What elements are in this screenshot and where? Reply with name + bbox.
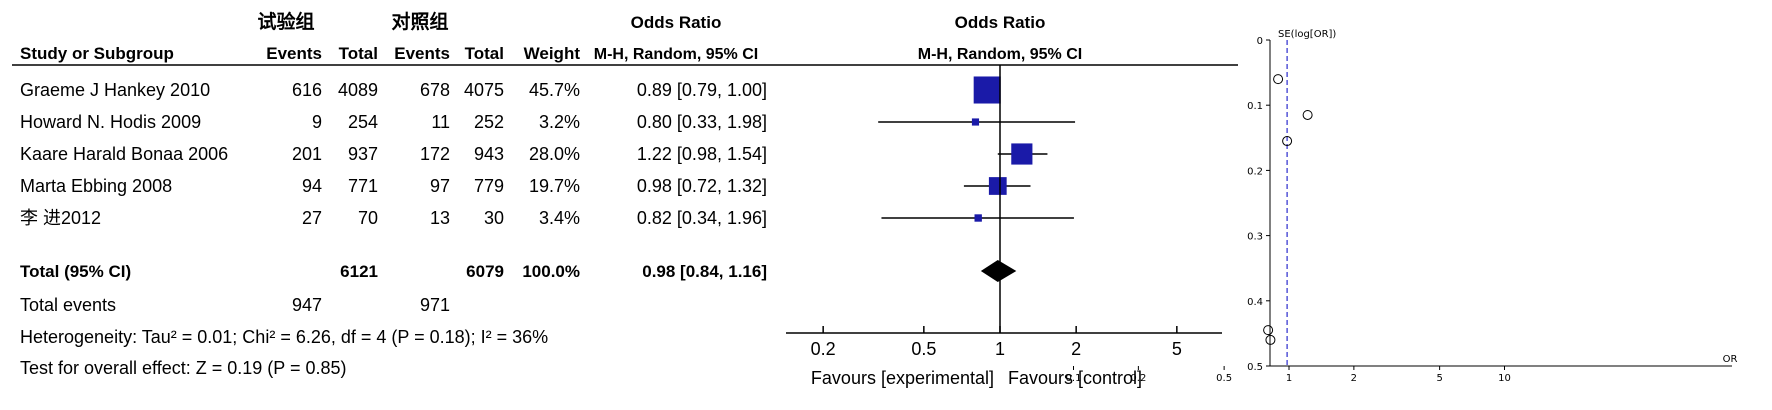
study-rows: Graeme J Hankey 2010 616 4089 678 4075 45.7% 0…	[20, 80, 767, 228]
total-events-label: Total events	[20, 295, 116, 315]
funnel-y-ticks: 0 0.1 0.2 0.3 0.4 0.5	[1247, 36, 1270, 373]
funnel-xlabel: OR	[1723, 354, 1738, 365]
study-total-exp: 70	[358, 208, 378, 228]
study-events-exp: 9	[312, 112, 322, 132]
header-total-ctl: Total	[465, 44, 504, 63]
or-title: Odds Ratio	[631, 13, 722, 32]
header-or-method: M-H, Random, 95% CI	[594, 46, 758, 63]
study-events-exp: 94	[302, 176, 322, 196]
funnel-y-tick-label: 0.2	[1247, 166, 1263, 177]
study-total-ctl: 252	[474, 112, 504, 132]
study-events-ctl: 11	[431, 112, 450, 132]
funnel-y-tick-label: 0.1	[1247, 101, 1263, 112]
study-ci: 1.22 [0.98, 1.54]	[637, 144, 767, 164]
funnel-ylabel: SE(log[OR])	[1278, 29, 1336, 40]
forest-tick-label: 0.5	[911, 339, 936, 359]
forest-tick-label: 2	[1071, 339, 1081, 359]
forest-tick-label: 0.2	[811, 339, 836, 359]
study-name: Marta Ebbing 2008	[20, 176, 172, 196]
study-weight: 19.7%	[529, 176, 580, 196]
study-events-ctl: 678	[420, 80, 450, 100]
header-weight: Weight	[524, 44, 581, 63]
header-study: Study or Subgroup	[20, 44, 174, 63]
study-weight: 3.2%	[539, 112, 580, 132]
funnel-y-tick-label: 0.4	[1247, 297, 1263, 308]
funnel-points	[1263, 74, 1313, 345]
header-events-exp: Events	[266, 44, 322, 63]
forest-tick-label: 1	[995, 339, 1005, 359]
study-ci: 0.89 [0.79, 1.00]	[637, 80, 767, 100]
funnel-x-tick-label: 0.5	[1216, 373, 1232, 384]
total-events-exp: 947	[292, 295, 322, 315]
study-total-exp: 771	[348, 176, 378, 196]
funnel-x-tick-label: 0.2	[1130, 373, 1146, 384]
header-plot-method: M-H, Random, 95% CI	[918, 46, 1082, 63]
study-weight-square	[988, 177, 1007, 195]
header-total-exp: Total	[339, 44, 378, 63]
total-diamond	[980, 260, 1017, 282]
study-events-ctl: 97	[430, 176, 450, 196]
group-label-experimental: 试验组	[257, 10, 314, 33]
funnel-y-tick-label: 0.3	[1247, 232, 1263, 243]
study-total-exp: 254	[348, 112, 378, 132]
funnel-point	[1282, 136, 1293, 147]
study-total-ctl: 943	[474, 144, 504, 164]
total-events-ctl: 971	[420, 295, 450, 315]
heterogeneity-text: Heterogeneity: Tau² = 0.01; Chi² = 6.26,…	[20, 327, 548, 347]
funnel-x-tick-label: 5	[1436, 373, 1442, 384]
overall-effect-text: Test for overall effect: Z = 0.19 (P = 0…	[20, 358, 347, 378]
study-ci: 0.82 [0.34, 1.96]	[637, 208, 767, 228]
funnel-x-tick-label: 1	[1286, 373, 1292, 384]
study-events-ctl: 172	[420, 144, 450, 164]
study-name: Howard N. Hodis 2009	[20, 112, 201, 132]
favours-control: Favours [control]	[1008, 368, 1142, 388]
forest-axis-ticks: 0.2 0.5 1 2 5	[811, 326, 1182, 359]
funnel-x-ticks: 0.1 0.2 0.5 1 2 5 10	[1066, 366, 1511, 384]
total-label: Total (95% CI)	[20, 262, 131, 281]
favours-experimental: Favours [experimental]	[811, 368, 994, 388]
study-weight-square	[971, 118, 980, 126]
funnel-point	[1302, 109, 1313, 120]
study-total-exp: 4089	[338, 80, 378, 100]
study-events-exp: 27	[302, 208, 322, 228]
study-events-exp: 616	[292, 80, 322, 100]
funnel-point	[1265, 334, 1276, 345]
forest-plot: 试验组 对照组 Odds Ratio Odds Ratio Study or S…	[12, 10, 1238, 388]
funnel-x-tick-label: 2	[1351, 373, 1357, 384]
study-weight-square	[973, 76, 1001, 104]
header-events-ctl: Events	[394, 44, 450, 63]
study-name: Graeme J Hankey 2010	[20, 80, 210, 100]
study-marks	[878, 76, 1076, 282]
total-weight: 100.0%	[522, 262, 580, 281]
funnel-x-tick-label: 0.1	[1066, 373, 1082, 384]
study-ci: 0.98 [0.72, 1.32]	[637, 176, 767, 196]
funnel-point	[1263, 325, 1274, 336]
plot-title: Odds Ratio	[955, 13, 1046, 32]
study-total-exp: 937	[348, 144, 378, 164]
study-name: 李 进2012	[20, 208, 101, 228]
study-weight: 45.7%	[529, 80, 580, 100]
funnel-point	[1273, 74, 1284, 85]
study-total-ctl: 779	[474, 176, 504, 196]
study-events-ctl: 13	[430, 208, 450, 228]
study-total-ctl: 4075	[464, 80, 504, 100]
total-ci: 0.98 [0.84, 1.16]	[642, 262, 767, 281]
study-events-exp: 201	[292, 144, 322, 164]
study-weight-square	[974, 214, 982, 222]
study-name: Kaare Harald Bonaa 2006	[20, 144, 228, 164]
group-label-control: 对照组	[391, 10, 448, 33]
funnel-y-tick-label: 0.5	[1247, 362, 1263, 373]
funnel-plot: SE(log[OR]) OR 00.10.20.30.40.5 0.1 0.2 0.…	[1066, 29, 1738, 384]
total-ctl: 6079	[466, 262, 504, 281]
study-weight: 28.0%	[529, 144, 580, 164]
study-total-ctl: 30	[484, 208, 504, 228]
study-ci: 0.80 [0.33, 1.98]	[637, 112, 767, 132]
funnel-y-tick-label: 0	[1257, 36, 1263, 47]
total-exp: 6121	[340, 262, 378, 281]
funnel-x-tick-label: 10	[1498, 373, 1511, 384]
study-weight-square	[1011, 143, 1033, 165]
forest-tick-label: 5	[1172, 339, 1182, 359]
study-weight: 3.4%	[539, 208, 580, 228]
